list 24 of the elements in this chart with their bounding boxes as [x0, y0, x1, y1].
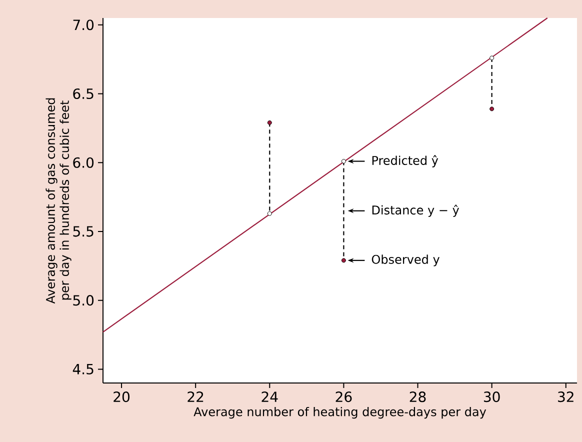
point — [341, 258, 346, 263]
point — [490, 106, 494, 112]
x-tick-label: 32 — [558, 392, 574, 402]
x-tick-label: 30 — [484, 392, 500, 402]
y-tick-label: 7.0 — [73, 20, 94, 30]
x-tick-label: 20 — [114, 392, 130, 402]
annotation: Observed y — [372, 254, 440, 266]
point — [490, 56, 494, 60]
y-tick-label: 4.5 — [72, 364, 94, 374]
y-tick-label: 6.5 — [73, 88, 94, 100]
y-tick-label: 5.0 — [73, 295, 94, 306]
x-tick-label: 28 — [410, 392, 426, 402]
x-tick-label: 24 — [262, 392, 278, 402]
y-tick-label: 5.5 — [73, 226, 94, 237]
x-tick-label: 26 — [336, 392, 352, 402]
annotation: Distance y − ŷ — [372, 204, 460, 217]
y-tick-label: 6.0 — [73, 157, 94, 168]
point — [267, 120, 272, 125]
y-axis-title: Average amount of gas consumed per day in hundreds of cubic feet — [46, 98, 72, 304]
x-tick-label: 22 — [188, 392, 204, 402]
point — [341, 158, 346, 164]
point — [267, 211, 272, 216]
annotation: Predicted ŷ — [372, 155, 438, 168]
x-axis-title: Average number of heating degree-days per day — [194, 406, 486, 419]
